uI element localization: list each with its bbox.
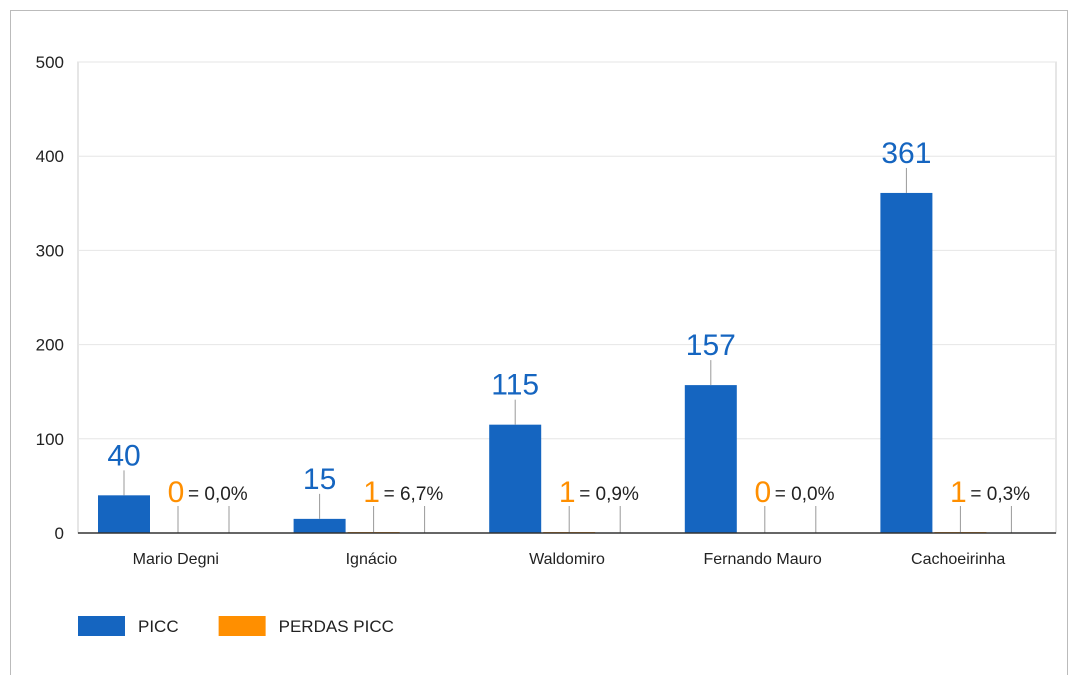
y-tick-label: 300	[36, 241, 64, 260]
annotation: = 0,0%	[775, 484, 835, 505]
x-tick-label: Mario Degni	[133, 551, 219, 568]
annotation: = 0,3%	[970, 484, 1030, 505]
annotation: = 0,9%	[579, 484, 639, 505]
bar	[880, 192, 933, 534]
legend-swatch	[218, 616, 266, 636]
data-label: 1	[950, 476, 967, 509]
bar	[98, 495, 150, 533]
legend-label: PERDAS PICC	[279, 617, 394, 636]
y-tick-label: 500	[36, 53, 64, 72]
data-label: 0	[754, 476, 771, 509]
data-label: 15	[303, 463, 336, 496]
data-label: 0	[168, 476, 185, 509]
legend-label: PICC	[138, 617, 179, 636]
annotation: = 0,0%	[188, 484, 248, 505]
data-label: 115	[491, 369, 539, 402]
x-tick-label: Fernando Mauro	[703, 551, 821, 568]
data-label: 1	[363, 476, 380, 509]
annotation: = 6,7%	[384, 484, 444, 505]
x-tick-label: Ignácio	[346, 551, 398, 568]
y-tick-label: 100	[36, 430, 64, 449]
x-tick-label: Waldomiro	[529, 551, 605, 568]
y-tick-label: 0	[55, 524, 64, 543]
bar	[489, 424, 542, 533]
y-tick-label: 400	[36, 147, 64, 166]
data-label: 361	[881, 137, 931, 170]
legend-swatch	[78, 616, 125, 636]
bar	[293, 518, 346, 533]
bar	[684, 385, 737, 533]
data-label: 157	[686, 329, 736, 362]
data-label: 40	[107, 439, 140, 472]
y-tick-label: 200	[36, 336, 64, 355]
data-label: 1	[559, 476, 576, 509]
x-tick-label: Cachoeirinha	[911, 551, 1005, 568]
